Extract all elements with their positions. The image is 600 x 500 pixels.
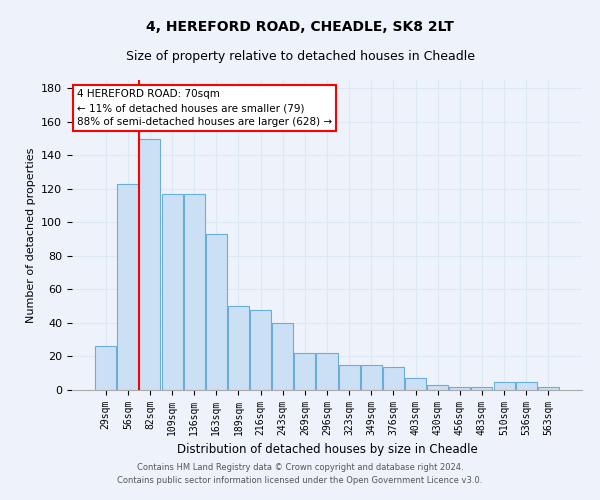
Text: 4 HEREFORD ROAD: 70sqm
← 11% of detached houses are smaller (79)
88% of semi-det: 4 HEREFORD ROAD: 70sqm ← 11% of detached… [77, 90, 332, 128]
Bar [184, 194, 205, 390]
Bar [228, 306, 249, 390]
Bar [316, 353, 338, 390]
Text: Size of property relative to detached houses in Cheadle: Size of property relative to detached ho… [125, 50, 475, 63]
Bar [538, 386, 559, 390]
Bar [118, 184, 139, 390]
Bar [250, 310, 271, 390]
Bar [405, 378, 426, 390]
X-axis label: Distribution of detached houses by size in Cheadle: Distribution of detached houses by size … [176, 444, 478, 456]
Bar [338, 365, 359, 390]
Bar [361, 365, 382, 390]
Bar [139, 138, 160, 390]
Text: Contains HM Land Registry data © Crown copyright and database right 2024.
Contai: Contains HM Land Registry data © Crown c… [118, 463, 482, 485]
Bar [272, 323, 293, 390]
Bar [161, 194, 182, 390]
Bar [494, 382, 515, 390]
Bar [206, 234, 227, 390]
Bar [472, 386, 493, 390]
Bar [515, 382, 536, 390]
Bar [95, 346, 116, 390]
Text: 4, HEREFORD ROAD, CHEADLE, SK8 2LT: 4, HEREFORD ROAD, CHEADLE, SK8 2LT [146, 20, 454, 34]
Bar [449, 386, 470, 390]
Bar [427, 385, 448, 390]
Y-axis label: Number of detached properties: Number of detached properties [26, 148, 35, 322]
Bar [295, 353, 316, 390]
Bar [383, 366, 404, 390]
